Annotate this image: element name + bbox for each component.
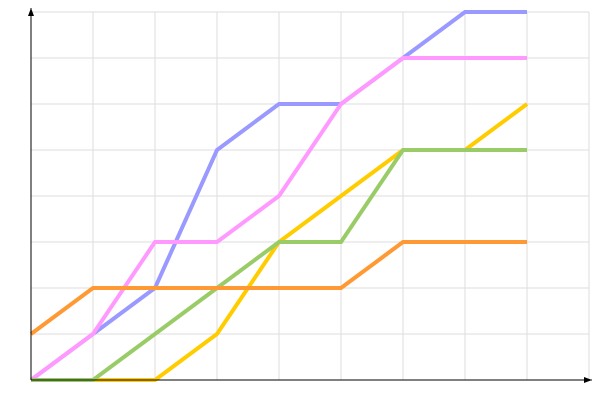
grid <box>31 11 590 380</box>
series-line-4 <box>31 148 527 382</box>
axes <box>28 8 592 383</box>
series-line-5 <box>29 240 527 336</box>
series-lines <box>29 10 529 382</box>
series-line-1 <box>29 10 527 382</box>
x-axis-arrow <box>584 377 592 383</box>
series-line-2 <box>29 56 527 382</box>
y-axis-arrow <box>28 8 34 16</box>
